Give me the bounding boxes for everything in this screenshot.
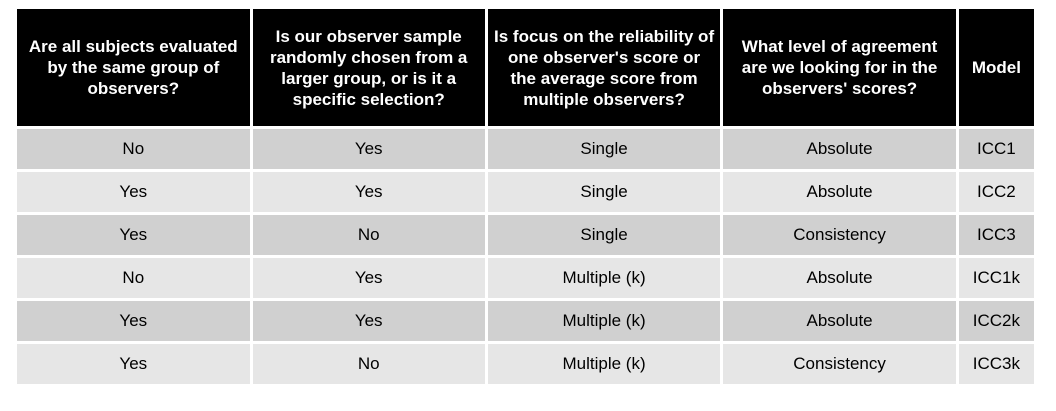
header-single-or-average: Is focus on the reliability of one obser… [487, 9, 721, 126]
cell-model: ICC3 [958, 215, 1034, 255]
table-row: Yes Yes Multiple (k) Absolute ICC2k [17, 301, 1034, 341]
cell-same-observers: Yes [17, 215, 250, 255]
cell-random-sample: No [252, 344, 485, 384]
header-model: Model [958, 9, 1034, 126]
table-row: Yes No Multiple (k) Consistency ICC3k [17, 344, 1034, 384]
header-random-sample: Is our observer sample randomly chosen f… [252, 9, 485, 126]
cell-single-or-average: Single [487, 129, 721, 169]
table-row: No Yes Multiple (k) Absolute ICC1k [17, 258, 1034, 298]
cell-agreement-level: Absolute [723, 258, 956, 298]
cell-model: ICC3k [958, 344, 1034, 384]
cell-random-sample: Yes [252, 258, 485, 298]
cell-agreement-level: Absolute [723, 301, 956, 341]
table-row: Yes No Single Consistency ICC3 [17, 215, 1034, 255]
cell-model: ICC1k [958, 258, 1034, 298]
cell-same-observers: No [17, 258, 250, 298]
header-row: Are all subjects evaluated by the same g… [17, 9, 1034, 126]
header-same-observers: Are all subjects evaluated by the same g… [17, 9, 250, 126]
cell-single-or-average: Multiple (k) [487, 301, 721, 341]
table-row: Yes Yes Single Absolute ICC2 [17, 172, 1034, 212]
cell-same-observers: Yes [17, 344, 250, 384]
cell-agreement-level: Absolute [723, 172, 956, 212]
cell-single-or-average: Multiple (k) [487, 258, 721, 298]
cell-model: ICC2k [958, 301, 1034, 341]
cell-random-sample: Yes [252, 172, 485, 212]
cell-random-sample: Yes [252, 301, 485, 341]
cell-model: ICC1 [958, 129, 1034, 169]
cell-single-or-average: Single [487, 215, 721, 255]
cell-same-observers: No [17, 129, 250, 169]
cell-agreement-level: Consistency [723, 215, 956, 255]
cell-model: ICC2 [958, 172, 1034, 212]
cell-single-or-average: Multiple (k) [487, 344, 721, 384]
cell-same-observers: Yes [17, 301, 250, 341]
table-row: No Yes Single Absolute ICC1 [17, 129, 1034, 169]
cell-random-sample: No [252, 215, 485, 255]
icc-model-table: Are all subjects evaluated by the same g… [14, 6, 1037, 387]
cell-single-or-average: Single [487, 172, 721, 212]
cell-agreement-level: Absolute [723, 129, 956, 169]
cell-same-observers: Yes [17, 172, 250, 212]
cell-random-sample: Yes [252, 129, 485, 169]
header-agreement-level: What level of agreement are we looking f… [723, 9, 956, 126]
cell-agreement-level: Consistency [723, 344, 956, 384]
